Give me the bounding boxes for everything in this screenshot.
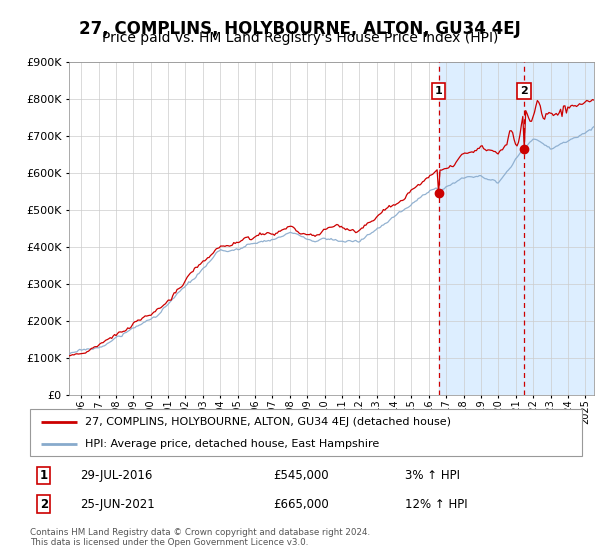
Text: 2: 2 (520, 86, 528, 96)
Text: 2: 2 (40, 498, 48, 511)
Text: £665,000: £665,000 (273, 498, 329, 511)
Text: 1: 1 (40, 469, 48, 482)
Text: HPI: Average price, detached house, East Hampshire: HPI: Average price, detached house, East… (85, 438, 379, 449)
Text: 25-JUN-2021: 25-JUN-2021 (80, 498, 154, 511)
FancyBboxPatch shape (30, 409, 582, 456)
Text: £545,000: £545,000 (273, 469, 329, 482)
Text: Contains HM Land Registry data © Crown copyright and database right 2024.
This d: Contains HM Land Registry data © Crown c… (30, 528, 370, 547)
Bar (439, 62, 600, 395)
Text: Price paid vs. HM Land Registry's House Price Index (HPI): Price paid vs. HM Land Registry's House … (102, 31, 498, 45)
Text: 12% ↑ HPI: 12% ↑ HPI (406, 498, 468, 511)
Text: 3% ↑ HPI: 3% ↑ HPI (406, 469, 460, 482)
Text: 27, COMPLINS, HOLYBOURNE, ALTON, GU34 4EJ (detached house): 27, COMPLINS, HOLYBOURNE, ALTON, GU34 4E… (85, 417, 451, 427)
Text: 1: 1 (435, 86, 443, 96)
Text: 29-JUL-2016: 29-JUL-2016 (80, 469, 152, 482)
Text: 27, COMPLINS, HOLYBOURNE, ALTON, GU34 4EJ: 27, COMPLINS, HOLYBOURNE, ALTON, GU34 4E… (79, 20, 521, 38)
